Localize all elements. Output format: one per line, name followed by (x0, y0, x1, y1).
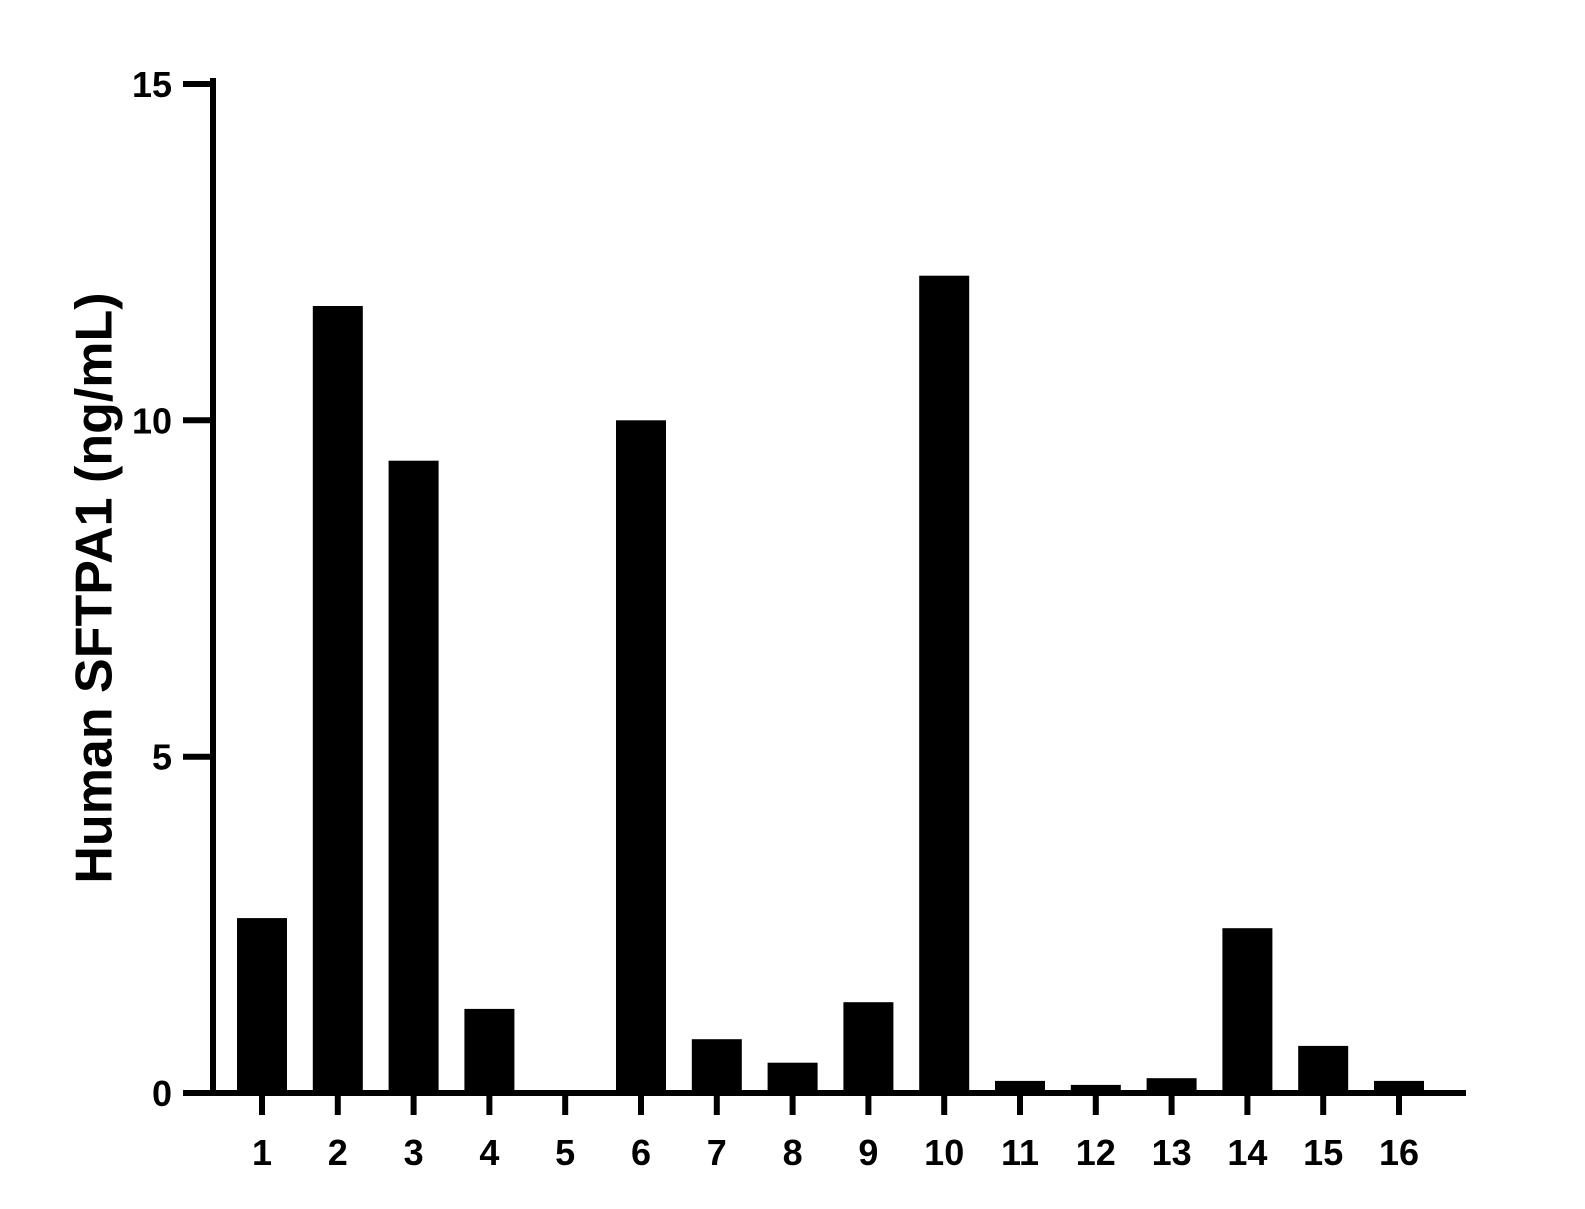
bar-14 (1222, 928, 1273, 1093)
x-tick-label-13: 13 (1152, 1132, 1192, 1173)
bar-9 (843, 1002, 894, 1093)
bar-7 (691, 1039, 742, 1093)
bar-16 (1374, 1080, 1424, 1093)
y-tick-label-15: 15 (132, 64, 172, 105)
bar-12 (1070, 1084, 1121, 1093)
x-tick-label-9: 9 (858, 1132, 878, 1173)
bar-10 (919, 275, 970, 1093)
x-tick-label-8: 8 (783, 1132, 803, 1173)
bar-8 (767, 1062, 818, 1093)
bar-15 (1298, 1045, 1349, 1093)
y-ticks-group: 0 5 10 15 (132, 64, 213, 1114)
x-tick-label-10: 10 (924, 1132, 964, 1173)
x-tick-label-16: 16 (1379, 1132, 1419, 1173)
bar-6 (616, 420, 666, 1093)
y-axis-title: Human SFTPA1 (ng/mL) (66, 292, 124, 883)
y-tick-label-5: 5 (152, 737, 172, 778)
y-tick-label-0: 0 (152, 1073, 172, 1114)
x-tick-label-11: 11 (1001, 1132, 1039, 1173)
x-tick-label-2: 2 (328, 1132, 348, 1173)
x-tick-label-12: 12 (1076, 1132, 1116, 1173)
bar-2 (312, 306, 363, 1093)
x-tick-label-4: 4 (479, 1132, 499, 1173)
bar-4 (464, 1008, 515, 1093)
x-tick-label-5: 5 (555, 1132, 575, 1173)
x-tick-label-1: 1 (252, 1132, 272, 1173)
x-tick-label-6: 6 (631, 1132, 651, 1173)
x-tick-label-7: 7 (707, 1132, 727, 1173)
bar-1 (237, 918, 287, 1093)
bar-11 (995, 1080, 1045, 1093)
x-tick-label-15: 15 (1303, 1132, 1343, 1173)
bar-3 (388, 460, 439, 1093)
x-tick-label-14: 14 (1227, 1132, 1267, 1173)
y-tick-label-10: 10 (132, 400, 172, 441)
x-ticks-group: 1 2 3 4 5 6 7 8 9 10 11 12 13 14 15 16 (252, 1093, 1419, 1173)
bars-group (237, 275, 1424, 1093)
bar-13 (1146, 1078, 1197, 1093)
x-tick-label-3: 3 (404, 1132, 424, 1173)
